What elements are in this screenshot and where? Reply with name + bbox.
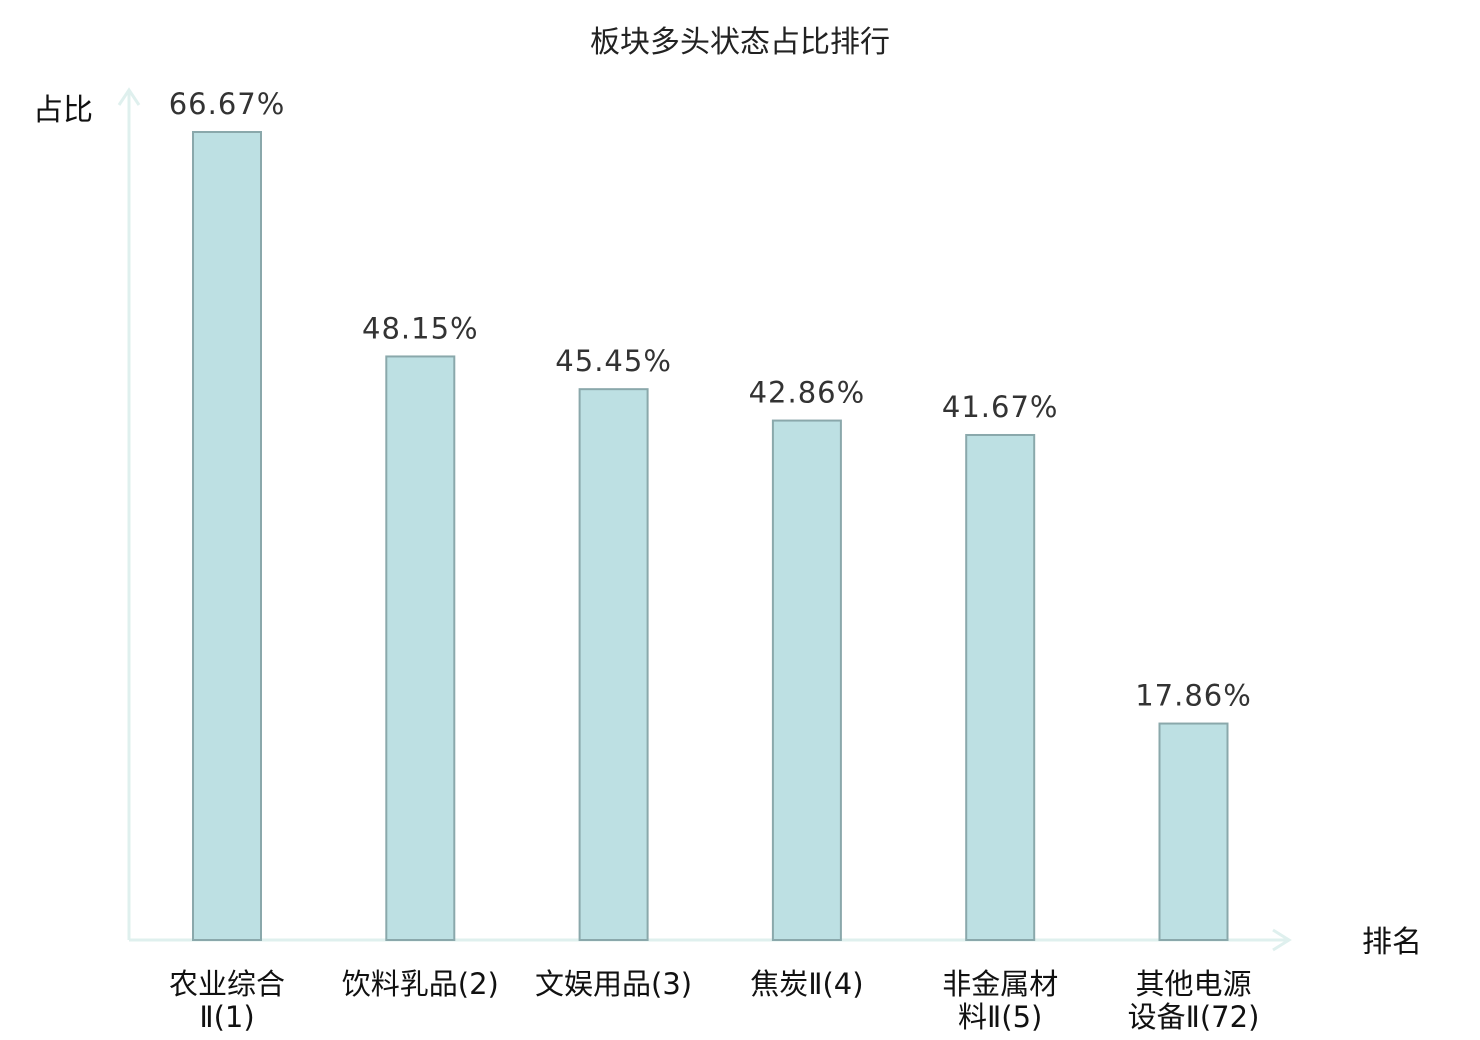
category-label-2: 饮料乳品(2) <box>342 967 499 1001</box>
y-axis-label: 占比 <box>33 93 93 128</box>
value-label-2: 48.15% <box>362 311 479 345</box>
value-labels: 66.67% 48.15% 45.45% 42.86% 41.67% 17.86% <box>169 87 1252 713</box>
category-label-3: 文娱用品(3) <box>535 967 692 1001</box>
bars <box>192 131 1229 942</box>
bar-3 <box>578 388 649 942</box>
value-label-1: 66.67% <box>169 87 286 121</box>
y-axis-arrow <box>117 87 141 106</box>
value-label-5: 41.67% <box>942 390 1059 424</box>
category-label-6: 其他电源设备Ⅱ(72) <box>1128 967 1260 1034</box>
x-axis-arrow <box>1272 928 1292 952</box>
x-axis-label: 排名 <box>1362 925 1422 960</box>
value-label-4: 42.86% <box>749 376 866 410</box>
category-label-5: 非金属材料Ⅱ(5) <box>942 967 1058 1034</box>
bar-4 <box>771 419 842 942</box>
bar-1 <box>192 131 262 941</box>
value-label-6: 17.86% <box>1135 679 1252 713</box>
bar-5 <box>965 433 1036 941</box>
chart-title: 板块多头状态占比排行 <box>590 25 890 60</box>
bar-2 <box>385 355 456 941</box>
category-label-4: 焦炭Ⅱ(4) <box>750 967 863 1001</box>
value-label-3: 45.45% <box>555 344 672 378</box>
category-labels: 农业综合 Ⅱ(1) 饮料乳品(2) 文娱用品(3) 焦炭Ⅱ(4) 非金属材料Ⅱ(5) 其他电… <box>169 967 1259 1034</box>
bar-6 <box>1158 722 1229 941</box>
category-label-1: 农业综合 Ⅱ(1) <box>169 967 285 1034</box>
axes <box>117 87 1292 952</box>
